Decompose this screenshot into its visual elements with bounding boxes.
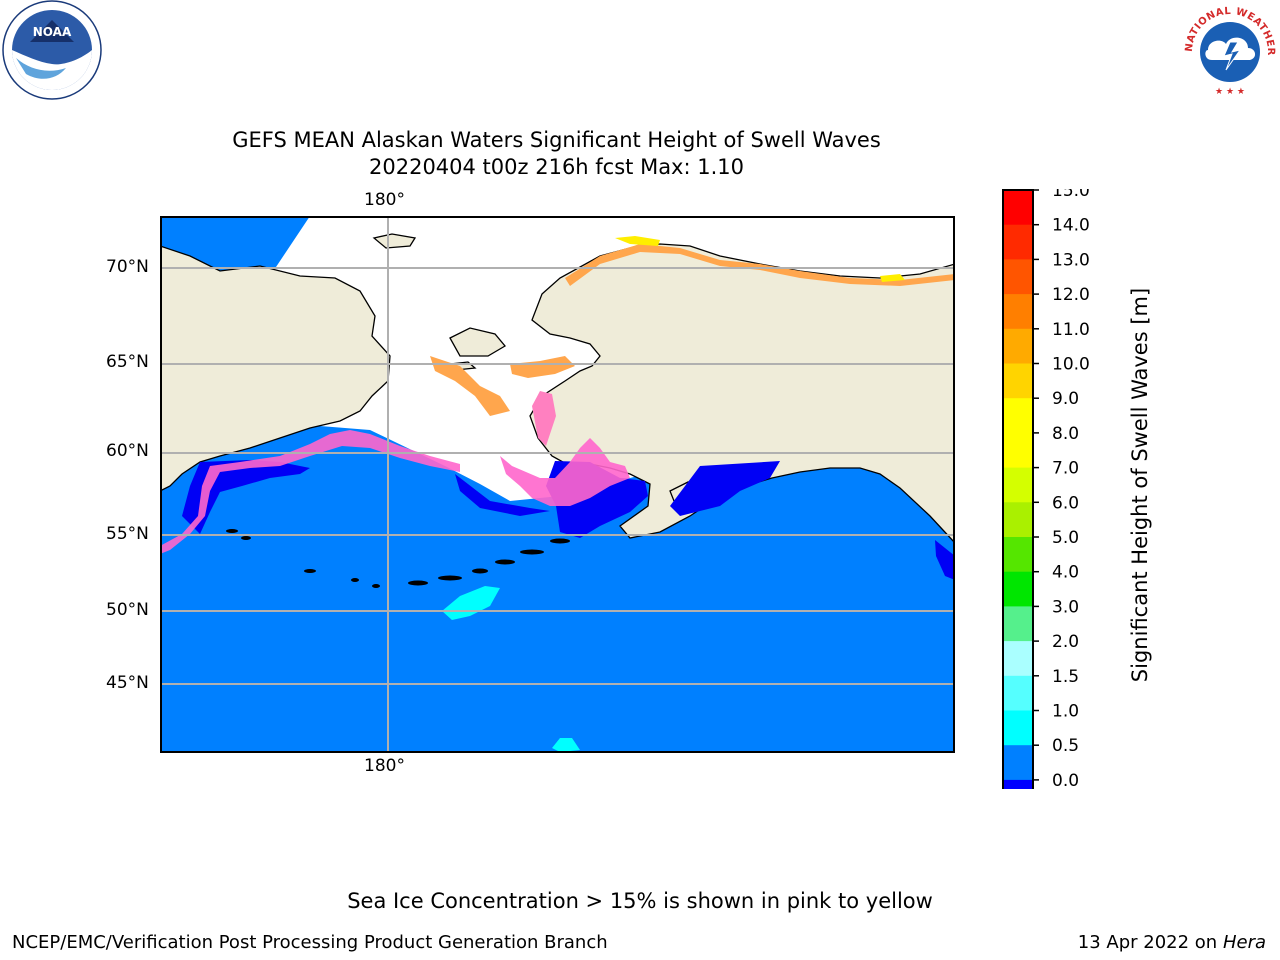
svg-text:NOAA: NOAA [33,25,72,39]
colorbar-label: Significant Height of Swell Waves [m] [1128,287,1152,683]
colorbar-segment [1003,606,1033,642]
sea-ice-high-spots [615,236,905,282]
colorbar-segment [1003,398,1033,434]
sea-ice-edge-bering [500,438,630,506]
colorbar-segment [1003,502,1033,538]
colorbar-tick-label: 7.0 [1052,459,1079,479]
chart-subtitle: 20220404 t00z 216h fcst Max: 1.10 [369,155,744,179]
credit-date-text: 13 Apr 2022 on [1077,932,1223,953]
colorbar-tick-label: 1.0 [1052,702,1079,722]
lat-label-60: 60°N [106,441,149,461]
svg-text:★ ★ ★: ★ ★ ★ [1215,87,1245,97]
low-swell-aleutian-north [455,474,550,516]
map-frame [160,216,955,753]
colorbar-segment [1003,294,1033,330]
colorbar-segment [1003,745,1033,781]
colorbar-tick-label: 15.0 [1052,189,1090,201]
lat-label-55: 55°N [106,524,149,544]
colorbar-tick-label: 4.0 [1052,563,1079,583]
colorbar-tick-label: 12.0 [1052,285,1090,305]
colorbar-tick-label: 0.0 [1052,771,1079,789]
colorbar-segment [1003,467,1033,503]
lat-label-45: 45°N [106,673,149,693]
low-swell-gulf-alaska [670,461,780,516]
colorbar-segment [1003,571,1033,607]
chart-title: GEFS MEAN Alaskan Waters Significant Hei… [232,128,881,152]
colorbar-segment [1003,537,1033,573]
map-gridlines [160,216,955,753]
colorbar-tick-label: 9.0 [1052,389,1079,409]
sea-ice-kotzebue [430,356,510,416]
sea-ice-north-slope [565,244,955,286]
lon-label-bottom: 180° [364,756,405,776]
colorbar-segment [1003,641,1033,677]
colorbar-tick-label: 10.0 [1052,355,1090,375]
low-swell-panhandle [935,540,955,580]
colorbar-tick-label: 1.5 [1052,667,1079,687]
lon-label-top: 180° [364,190,405,210]
aleutian-islands [226,529,570,588]
lat-label-65: 65°N [106,352,149,372]
colorbar: 15.0 14.0 13.0 12.0 11.0 10.0 9.0 8.0 7.0 6.0 5.0 4… [1002,181,1102,816]
colorbar-segment [1003,363,1033,399]
credit-date: 13 Apr 2022 on Hera [1078,932,1266,953]
credit-host: Hera [1222,932,1266,953]
colorbar-tick-label: 11.0 [1052,320,1090,340]
sea-ice-edge-west [160,430,460,554]
colorbar-segment [1003,328,1033,364]
colorbar-tick-label: 13.0 [1052,250,1090,270]
sea-ice-bristol-patches [532,391,556,446]
colorbar-segment [1003,259,1033,295]
swell-height-map [159,216,956,757]
colorbar-segment [1003,710,1033,746]
colorbar-segment [1003,224,1033,260]
swell-patch-south [552,738,580,752]
credit-branch: NCEP/EMC/Verification Post Processing Pr… [12,932,608,953]
lat-label-70: 70°N [106,257,149,277]
colorbar-tick-label: 14.0 [1052,216,1090,236]
colorbar-tick-label: 0.5 [1052,736,1079,756]
land-seward-peninsula [449,327,506,357]
noaa-logo: NOAA [0,0,108,106]
colorbar-tick-label: 3.0 [1052,597,1079,617]
sea-ice-norton [510,356,575,378]
colorbar-tick-label: 6.0 [1052,493,1079,513]
colorbar-segment [1003,432,1033,469]
colorbar-segment [1003,779,1033,816]
sea-ice-note: Sea Ice Concentration > 15% is shown in … [347,889,933,913]
colorbar-segment [1003,675,1033,711]
nws-logo: NATIONAL WEATHER SERVICE ★ ★ ★ [1174,0,1280,104]
land-siberia [159,245,391,493]
colorbar-segment [1003,190,1033,226]
colorbar-tick-label: 5.0 [1052,528,1079,548]
colorbar-tick-label: 2.0 [1052,632,1079,652]
colorbar-tick-label: 8.0 [1052,424,1079,444]
lat-label-50: 50°N [106,600,149,620]
